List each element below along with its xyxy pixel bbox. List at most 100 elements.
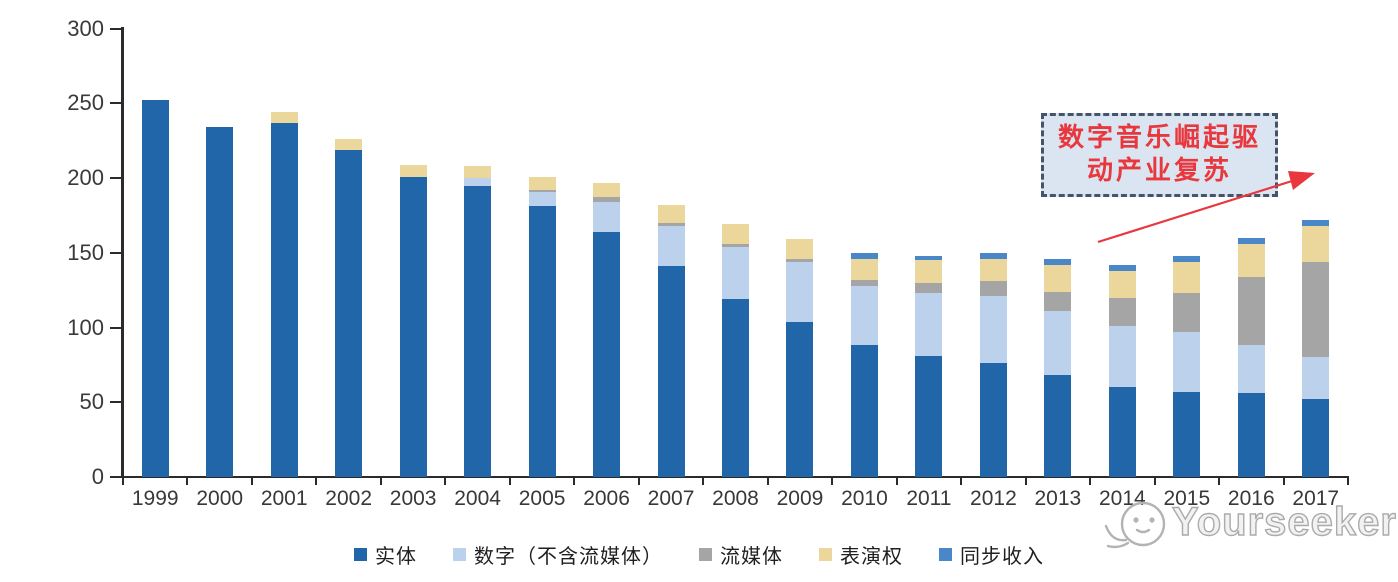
bar-segment (915, 282, 943, 294)
x-tick-label: 2015 (1163, 487, 1211, 510)
legend-label: 数字（不含流媒体） (474, 544, 663, 568)
y-tick-label: 200 (67, 165, 104, 191)
y-tick-label: 100 (67, 314, 104, 340)
bar-segment (850, 279, 878, 286)
bar-segment (915, 293, 943, 356)
y-tick-mark (110, 177, 121, 180)
bar-segment (850, 258, 878, 280)
bar-segment (593, 231, 621, 477)
bar-segment (722, 246, 749, 300)
x-tick-label: 2003 (389, 487, 437, 510)
x-tick-label: 2000 (196, 487, 244, 510)
bar-segment (1173, 255, 1201, 262)
x-tick-mark (122, 477, 124, 485)
bar-segment (1044, 311, 1072, 376)
legend-item: 实体 (354, 540, 417, 569)
legend-swatch-icon (939, 548, 952, 561)
bar-segment (464, 185, 492, 477)
x-tick-mark (1024, 477, 1027, 485)
bar-segment (915, 260, 943, 283)
x-tick-mark (508, 477, 511, 485)
bar-segment (1173, 391, 1201, 477)
bar-segment (1302, 261, 1330, 358)
legend: 实体 数字（不含流媒体） 流媒体 表演权 同步收入 (0, 540, 1398, 569)
y-tick-label: 0 (91, 464, 104, 489)
x-tick-label: 1999 (131, 487, 179, 510)
bar-segment (657, 204, 685, 223)
x-tick-label: 2001 (260, 487, 308, 510)
bar-segment (850, 285, 878, 346)
bar-segment (1302, 225, 1330, 262)
annotation-text-line1: 数字音乐崛起驱 (1057, 123, 1261, 153)
x-tick-label: 2012 (970, 487, 1017, 510)
x-tick-label: 2016 (1227, 487, 1275, 510)
x-tick-mark (573, 477, 576, 485)
bar-segment (722, 243, 749, 247)
legend-label: 流媒体 (720, 544, 783, 568)
x-tick-mark (637, 477, 640, 485)
bar-segment (1044, 291, 1072, 312)
legend-swatch-icon (453, 548, 466, 561)
x-tick-label: 2011 (906, 487, 952, 510)
bar-segment (1044, 375, 1072, 477)
y-tick-mark (110, 476, 121, 478)
x-tick-mark (250, 477, 253, 485)
bar-segment (593, 197, 621, 202)
legend-item: 同步收入 (939, 540, 1044, 569)
bar-segment (850, 345, 878, 477)
bar-segment (1108, 270, 1136, 298)
bar-segment (270, 112, 298, 123)
x-tick-mark (186, 477, 189, 485)
bar-segment (593, 182, 621, 198)
x-tick-mark (831, 477, 834, 485)
legend-item: 表演权 (819, 540, 903, 569)
bar-segment (979, 258, 1007, 282)
bar-segment (141, 100, 169, 477)
x-tick-mark (1153, 477, 1156, 485)
x-tick-mark (315, 477, 318, 485)
x-tick-mark (379, 477, 382, 485)
y-tick-label: 50 (79, 389, 104, 415)
legend-item: 数字（不含流媒体） (453, 540, 663, 569)
x-tick-label: 2002 (325, 487, 373, 510)
bar-segment (1237, 243, 1265, 277)
bar-segment (722, 224, 749, 244)
bar-segment (1237, 393, 1265, 477)
bar-segment (1302, 357, 1330, 400)
bar-segment (399, 164, 427, 177)
bar-segment (528, 176, 556, 190)
bar-segment (722, 299, 749, 477)
bar-segment (786, 261, 814, 322)
x-tick-label: 2010 (841, 487, 888, 510)
y-tick-mark (110, 251, 121, 254)
bar-segment (979, 296, 1007, 364)
bar-segment (657, 222, 685, 226)
x-tick-mark (1218, 477, 1221, 485)
x-tick-mark (1089, 477, 1092, 485)
legend-swatch-icon (354, 548, 367, 561)
bar-segment (786, 239, 814, 259)
x-tick-label: 2004 (454, 487, 501, 510)
legend-label: 实体 (375, 544, 417, 568)
bar-segment (979, 281, 1007, 297)
bar-segment (593, 201, 621, 232)
annotation-box: 数字音乐崛起驱 动产业复苏 (1041, 113, 1278, 197)
y-tick-label: 300 (67, 15, 104, 41)
bar-segment (1108, 297, 1136, 327)
y-tick-mark (110, 102, 121, 105)
bar-segment (1237, 345, 1265, 394)
bar-segment (528, 190, 556, 192)
bar-segment (979, 252, 1007, 259)
x-tick-label: 2017 (1292, 487, 1340, 510)
bar-segment (1108, 264, 1136, 271)
bar-segment (979, 363, 1007, 477)
bar-segment (915, 255, 943, 261)
watermark-text: Yourseeker (1171, 499, 1397, 544)
x-tick-mark (895, 477, 898, 485)
y-tick-mark (110, 27, 121, 30)
bar-segment (1108, 387, 1136, 477)
bar-segment (335, 139, 363, 150)
bar-segment (399, 176, 427, 477)
